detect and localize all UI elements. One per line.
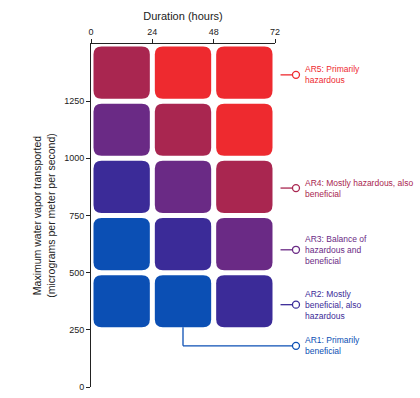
svg-text:AR5: Primarilyhazardous: AR5: Primarilyhazardous xyxy=(305,64,360,85)
svg-text:AR2: Mostlybeneficial, alsohaz: AR2: Mostlybeneficial, alsohazardous xyxy=(305,289,362,321)
svg-text:750: 750 xyxy=(69,211,84,221)
svg-text:250: 250 xyxy=(69,325,84,335)
svg-text:1250: 1250 xyxy=(64,96,84,106)
svg-text:0: 0 xyxy=(79,382,84,392)
svg-text:Duration (hours): Duration (hours) xyxy=(143,10,222,22)
svg-text:48: 48 xyxy=(209,27,219,37)
svg-text:500: 500 xyxy=(69,268,84,278)
svg-text:24: 24 xyxy=(147,27,157,37)
svg-text:0: 0 xyxy=(88,27,93,37)
svg-text:1000: 1000 xyxy=(64,153,84,163)
svg-text:72: 72 xyxy=(270,27,280,37)
svg-text:AR3: Balance ofhazardous andbe: AR3: Balance ofhazardous andbeneficial xyxy=(305,234,367,266)
svg-text:AR1: Primarilybeneficial: AR1: Primarilybeneficial xyxy=(305,335,360,356)
svg-text:AR4: Mostly hazardous, alsoben: AR4: Mostly hazardous, alsobeneficial xyxy=(305,178,413,199)
svg-text:Maximum water vapor transporte: Maximum water vapor transported(microgra… xyxy=(31,133,57,298)
